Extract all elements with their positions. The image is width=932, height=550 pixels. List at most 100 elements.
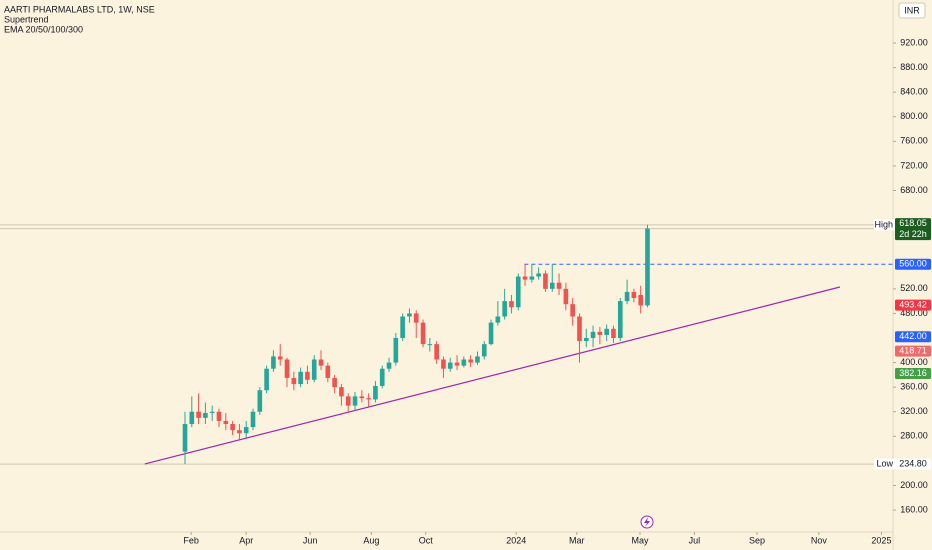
x-tick-label: May xyxy=(631,535,649,545)
candle-body xyxy=(481,344,487,357)
x-tick-label: Jun xyxy=(303,535,318,545)
candle-body xyxy=(257,390,263,412)
price-label-box xyxy=(895,258,931,270)
candle-body xyxy=(522,276,528,280)
price-name-box xyxy=(874,219,895,231)
candle-body xyxy=(434,344,439,360)
price-label-box xyxy=(895,218,931,241)
candle-body xyxy=(583,337,589,342)
price-name: High xyxy=(874,219,893,229)
countdown: 2d 22h xyxy=(899,229,927,239)
price-label-box xyxy=(895,331,931,343)
candle-body xyxy=(617,301,623,338)
candle-body xyxy=(298,371,303,385)
y-tick-label: 160.00 xyxy=(900,504,928,514)
candle-body xyxy=(590,331,596,338)
x-tick-label: Apr xyxy=(239,535,253,545)
y-tick-label: 880.00 xyxy=(900,62,928,72)
y-tick-label: 840.00 xyxy=(900,87,928,97)
currency-box[interactable] xyxy=(898,2,926,19)
x-tick-label: 2024 xyxy=(506,535,526,545)
x-tick-label: Feb xyxy=(183,535,199,545)
candle-body xyxy=(502,301,507,317)
candle-body xyxy=(277,356,283,360)
candle-body xyxy=(339,387,344,397)
price-label: 382.16 xyxy=(899,368,927,378)
candle-body xyxy=(515,276,521,308)
price-label: 618.05 xyxy=(899,218,927,228)
currency[interactable]: INR xyxy=(904,5,920,15)
price-label-box xyxy=(895,458,931,470)
x-tick-label: Jul xyxy=(689,535,701,545)
candle-body xyxy=(611,328,616,338)
y-tick-label: 760.00 xyxy=(900,136,928,146)
candle-body xyxy=(203,412,208,418)
candle-body xyxy=(563,288,569,305)
candle-body xyxy=(318,359,324,366)
trend-line xyxy=(144,286,841,465)
candle-body xyxy=(332,377,337,388)
candle-body xyxy=(230,424,235,431)
price-label: 418.71 xyxy=(899,345,927,355)
candle-body xyxy=(509,301,514,308)
price-label: 493.42 xyxy=(899,300,927,310)
candle-body xyxy=(189,411,195,425)
candle-body xyxy=(529,276,535,280)
candle-body xyxy=(366,398,371,400)
price-label: 560.00 xyxy=(899,259,927,269)
candle-body xyxy=(271,356,276,369)
x-tick-label: Mar xyxy=(569,535,585,545)
candle-body xyxy=(454,362,460,366)
price-label: 442.00 xyxy=(899,331,927,341)
candle-body xyxy=(291,377,297,385)
chart-title: AARTI PHARMALABS LTD, 1W, NSE xyxy=(4,4,155,14)
y-tick-label: 200.00 xyxy=(900,480,928,490)
price-label-box xyxy=(895,299,931,311)
x-tick-label: 2025 xyxy=(871,535,891,545)
x-tick-label: Oct xyxy=(419,535,434,545)
candle-body xyxy=(475,356,480,363)
x-tick-label: Sep xyxy=(749,535,765,545)
event-icon-bolt xyxy=(644,517,650,527)
x-tick-label: Nov xyxy=(811,535,828,545)
candle-body xyxy=(638,294,643,306)
candle-body xyxy=(264,368,269,391)
candle-body xyxy=(447,362,453,369)
candle-body xyxy=(196,411,201,418)
y-tick-label: 320.00 xyxy=(900,406,928,416)
y-tick-label: 480.00 xyxy=(900,308,928,318)
y-tick-label: 800.00 xyxy=(900,111,928,121)
candle-body xyxy=(624,291,630,302)
candle-body xyxy=(209,411,215,413)
x-tick-label: Aug xyxy=(363,535,379,545)
candle-body xyxy=(413,313,419,323)
candle-body xyxy=(631,291,637,299)
candle-body xyxy=(243,427,249,434)
candle-body xyxy=(250,411,256,428)
candle-body xyxy=(237,430,242,434)
y-tick-label: 680.00 xyxy=(900,185,928,195)
candle-body xyxy=(427,344,433,346)
candle-body xyxy=(379,368,385,386)
candle-body xyxy=(311,359,317,380)
candle-body xyxy=(543,273,548,289)
candle-body xyxy=(570,304,575,317)
candle-body xyxy=(549,282,555,289)
indicator-name: EMA 20/50/100/300 xyxy=(4,24,83,34)
price-name: Low xyxy=(876,458,893,468)
y-tick-label: 720.00 xyxy=(900,160,928,170)
candle-body xyxy=(373,385,378,400)
candle-body xyxy=(604,328,609,335)
candle-body xyxy=(325,365,331,378)
y-tick-label: 280.00 xyxy=(900,431,928,441)
candle-body xyxy=(420,322,426,345)
candle-body xyxy=(393,337,399,363)
candle-body xyxy=(223,420,229,425)
candle-body xyxy=(345,396,351,406)
candle-body xyxy=(352,396,358,406)
price-name-box xyxy=(874,458,895,470)
candle-body xyxy=(536,273,541,277)
candle-body xyxy=(386,362,392,369)
